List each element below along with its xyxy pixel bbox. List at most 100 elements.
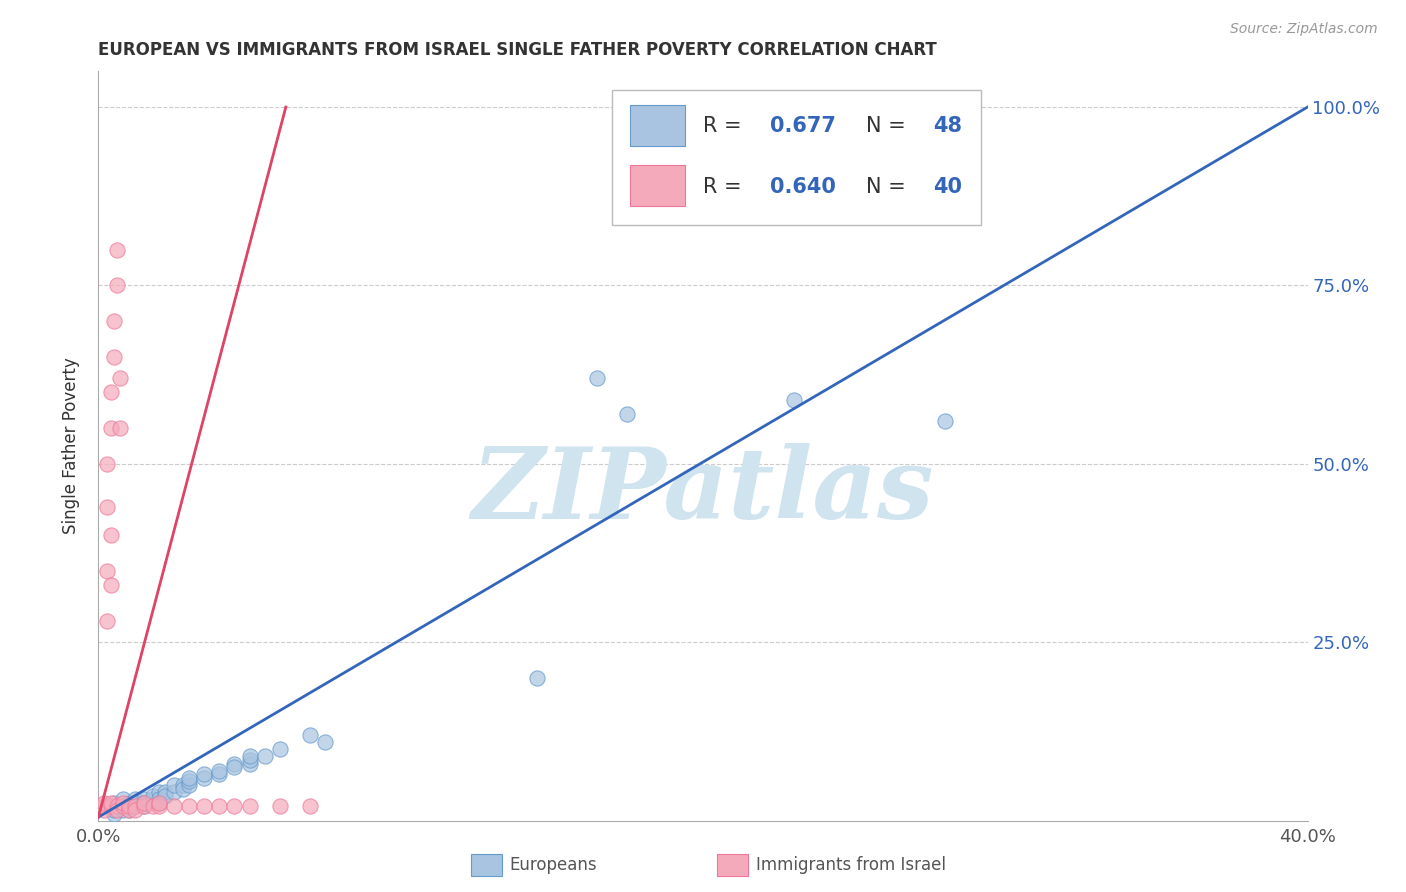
Point — [179, 774, 201, 789]
Point — [148, 799, 170, 814]
Text: Immigrants from Israel: Immigrants from Israel — [756, 856, 946, 874]
Point — [118, 799, 141, 814]
Point — [224, 760, 246, 774]
Point — [179, 771, 201, 785]
Point — [96, 500, 118, 514]
Point — [142, 799, 165, 814]
Point — [118, 796, 141, 810]
Point — [239, 749, 262, 764]
Point — [108, 371, 131, 385]
Point — [269, 799, 291, 814]
Point — [172, 781, 194, 796]
Text: N =: N = — [866, 178, 912, 197]
Point — [103, 806, 125, 821]
Point — [783, 392, 806, 407]
Point — [179, 799, 201, 814]
Point — [208, 764, 231, 778]
Point — [239, 756, 262, 771]
Text: 40: 40 — [932, 178, 962, 197]
Point — [224, 799, 246, 814]
Text: 48: 48 — [932, 116, 962, 136]
Point — [314, 735, 336, 749]
Point — [172, 778, 194, 792]
Point — [253, 749, 276, 764]
Point — [105, 278, 128, 293]
Text: EUROPEAN VS IMMIGRANTS FROM ISRAEL SINGLE FATHER POVERTY CORRELATION CHART: EUROPEAN VS IMMIGRANTS FROM ISRAEL SINGL… — [98, 41, 938, 59]
FancyBboxPatch shape — [630, 165, 685, 206]
Point — [124, 803, 146, 817]
Point — [111, 799, 134, 814]
Point — [193, 767, 215, 781]
Point — [153, 789, 176, 803]
Point — [299, 728, 322, 742]
Text: 0.640: 0.640 — [769, 178, 835, 197]
Point — [132, 799, 155, 814]
Point — [108, 421, 131, 435]
Point — [103, 314, 125, 328]
Point — [93, 803, 115, 817]
Point — [100, 421, 122, 435]
Point — [93, 799, 115, 814]
Point — [208, 799, 231, 814]
Point — [124, 792, 146, 806]
Point — [111, 792, 134, 806]
Point — [105, 799, 128, 814]
Point — [193, 799, 215, 814]
Point — [103, 799, 125, 814]
Text: N =: N = — [866, 116, 912, 136]
Point — [148, 796, 170, 810]
Point — [100, 796, 122, 810]
Point — [132, 792, 155, 806]
Point — [124, 796, 146, 810]
Point — [586, 371, 609, 385]
Point — [224, 756, 246, 771]
FancyBboxPatch shape — [613, 90, 981, 225]
Point — [269, 742, 291, 756]
Point — [132, 796, 155, 810]
Point — [616, 407, 638, 421]
Point — [100, 528, 122, 542]
FancyBboxPatch shape — [630, 105, 685, 146]
Point — [153, 785, 176, 799]
Point — [163, 778, 186, 792]
Point — [118, 803, 141, 817]
Point — [208, 767, 231, 781]
Point — [193, 771, 215, 785]
Point — [96, 614, 118, 628]
Point — [148, 796, 170, 810]
Y-axis label: Single Father Poverty: Single Father Poverty — [62, 358, 80, 534]
Point — [103, 350, 125, 364]
Point — [111, 803, 134, 817]
Point — [124, 799, 146, 814]
Point — [179, 778, 201, 792]
Text: ZIPatlas: ZIPatlas — [472, 442, 934, 539]
Point — [103, 803, 125, 817]
Point — [118, 803, 141, 817]
Point — [93, 796, 115, 810]
Text: Source: ZipAtlas.com: Source: ZipAtlas.com — [1230, 22, 1378, 37]
Point — [100, 578, 122, 592]
Point — [124, 799, 146, 814]
Point — [111, 799, 134, 814]
Point — [163, 799, 186, 814]
Point — [105, 803, 128, 817]
Point — [526, 671, 548, 685]
Point — [100, 799, 122, 814]
Point — [142, 792, 165, 806]
Point — [148, 785, 170, 799]
Point — [132, 796, 155, 810]
Point — [103, 796, 125, 810]
Point — [299, 799, 322, 814]
Point — [96, 564, 118, 578]
Point — [148, 792, 170, 806]
Point — [239, 753, 262, 767]
Point — [142, 789, 165, 803]
Point — [163, 785, 186, 799]
Point — [239, 799, 262, 814]
Point — [118, 799, 141, 814]
Text: 0.677: 0.677 — [769, 116, 835, 136]
Text: R =: R = — [703, 116, 748, 136]
Point — [934, 414, 956, 428]
Point — [96, 457, 118, 471]
Point — [100, 385, 122, 400]
